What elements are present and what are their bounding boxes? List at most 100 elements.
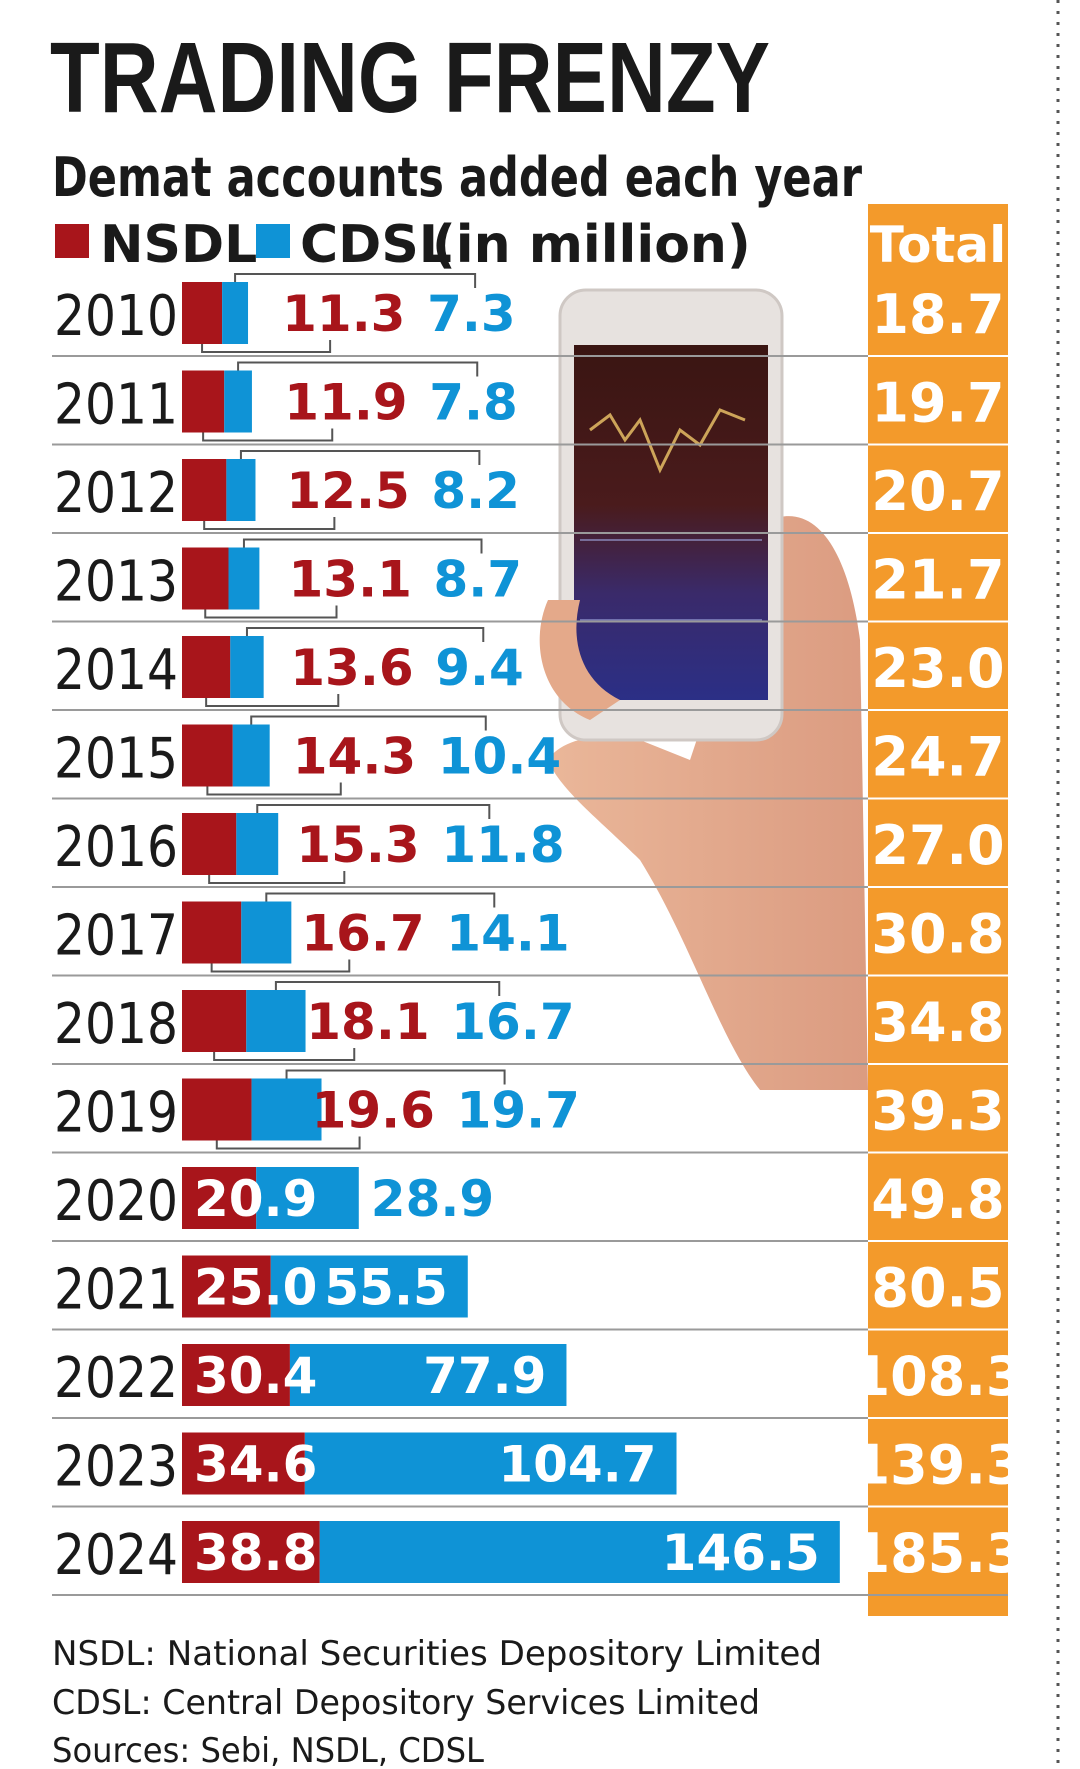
phone-illustration [539, 288, 868, 1090]
label-connector-cdsl [285, 1069, 506, 1085]
year-label: 2023 [54, 1435, 178, 1500]
label-connector-nsdl [210, 959, 351, 973]
total-value: 24.7 [871, 726, 1004, 789]
label-connector-cdsl [239, 450, 481, 465]
label-connector-nsdl [203, 517, 336, 530]
year-label: 2019 [54, 1081, 178, 1146]
value-label-nsdl: 13.6 [290, 639, 413, 697]
value-label-cdsl: 9.4 [435, 639, 524, 697]
total-value: 27.0 [871, 814, 1004, 877]
year-label: 2018 [54, 992, 178, 1057]
value-label-nsdl: 16.7 [301, 905, 424, 963]
label-connector-cdsl [265, 892, 496, 908]
total-column [868, 204, 1008, 1616]
bar-cdsl [226, 459, 256, 521]
value-label-cdsl: 11.8 [441, 816, 564, 874]
bar-nsdl [182, 1167, 257, 1229]
label-connector-nsdl [202, 428, 334, 442]
bar-nsdl [182, 1521, 320, 1583]
legend-swatch-nsdl [55, 224, 89, 258]
value-label-nsdl: 11.9 [284, 374, 407, 432]
total-value: 185.3 [853, 1522, 1024, 1585]
year-label: 2017 [54, 904, 178, 969]
thumb-shape [539, 600, 620, 720]
value-label-nsdl: 15.3 [296, 816, 419, 874]
legend: NSDL CDSL (in million) [55, 215, 751, 275]
chart-title: TRADING FRENZY [50, 22, 770, 134]
legend-label-cdsl: CDSL [300, 215, 452, 275]
value-label-cdsl: 10.4 [438, 728, 561, 786]
year-label: 2012 [54, 461, 178, 526]
label-connector-nsdl [208, 871, 346, 884]
bar-cdsl [319, 1521, 840, 1583]
total-value: 139.3 [853, 1434, 1024, 1497]
bar-nsdl [182, 547, 229, 610]
year-label: 2015 [54, 727, 178, 792]
total-value: 18.7 [871, 283, 1004, 346]
value-label-cdsl: 77.9 [423, 1347, 546, 1405]
year-label: 2020 [54, 1169, 178, 1234]
total-value: 49.8 [871, 1168, 1004, 1231]
bar-cdsl [304, 1432, 677, 1495]
total-value: 19.7 [871, 372, 1004, 435]
chart-subtitle: Demat accounts added each year [52, 146, 862, 209]
value-label-nsdl: 11.3 [282, 285, 405, 343]
bar-nsdl [182, 813, 237, 875]
bar-cdsl [241, 901, 292, 964]
value-label-cdsl: 16.7 [451, 993, 574, 1051]
bar-cdsl [230, 636, 264, 698]
bar-cdsl [289, 1344, 567, 1406]
label-connector-cdsl [237, 361, 479, 377]
value-label-cdsl: 8.7 [434, 551, 523, 609]
bar-cdsl [236, 813, 279, 875]
value-label-nsdl: 38.8 [194, 1524, 317, 1582]
bar-nsdl [182, 990, 247, 1052]
year-label: 2010 [54, 284, 178, 349]
value-label-cdsl: 14.1 [446, 905, 569, 963]
footnote-nsdl: NSDL: National Securities Depository Lim… [52, 1634, 822, 1674]
bar-cdsl [270, 1255, 468, 1318]
year-label: 2016 [54, 815, 178, 880]
total-value: 34.8 [871, 991, 1004, 1054]
bar-nsdl [182, 1344, 290, 1406]
year-label: 2013 [54, 550, 178, 615]
bar-nsdl [182, 1255, 271, 1318]
value-label-nsdl: 34.6 [194, 1436, 317, 1494]
legend-label-nsdl: NSDL [100, 215, 257, 275]
bar-nsdl [182, 459, 227, 521]
total-value: 20.7 [871, 460, 1004, 523]
value-label-nsdl: 18.1 [306, 993, 429, 1051]
value-label-cdsl: 7.8 [429, 374, 518, 432]
year-label: 2022 [54, 1346, 178, 1411]
label-connector-nsdl [206, 782, 342, 796]
value-label-nsdl: 12.5 [286, 462, 409, 520]
total-value: 108.3 [853, 1345, 1024, 1408]
value-label-nsdl: 30.4 [194, 1347, 317, 1405]
bar-nsdl [182, 901, 242, 964]
value-label-nsdl: 13.1 [289, 551, 412, 609]
total-value: 39.3 [871, 1080, 1004, 1143]
bar-cdsl [246, 990, 306, 1052]
legend-swatch-cdsl [256, 224, 290, 258]
year-label: 2024 [54, 1523, 178, 1588]
label-connector-nsdl [205, 694, 340, 707]
label-connector-nsdl [215, 1136, 361, 1150]
value-label-nsdl: 14.3 [293, 728, 416, 786]
year-label: 2021 [54, 1258, 178, 1323]
label-connector-cdsl [242, 538, 483, 554]
hand-shape [548, 516, 868, 1090]
value-label-cdsl: 146.5 [662, 1524, 820, 1582]
bar-nsdl [182, 1432, 305, 1495]
value-label-cdsl: 55.5 [324, 1259, 447, 1317]
label-connector-nsdl [201, 340, 332, 353]
bar-nsdl [182, 370, 225, 433]
value-label-cdsl: 104.7 [498, 1436, 656, 1494]
year-label: 2011 [54, 373, 178, 438]
label-connector-nsdl [213, 1048, 356, 1061]
bar-nsdl [182, 636, 231, 698]
label-connector-cdsl [250, 715, 487, 731]
value-label-nsdl: 19.6 [312, 1082, 435, 1140]
footnotes: NSDL: National Securities Depository Lim… [52, 1634, 822, 1769]
value-label-cdsl: 7.3 [427, 285, 516, 343]
footnote-cdsl: CDSL: Central Depository Services Limite… [52, 1683, 760, 1723]
